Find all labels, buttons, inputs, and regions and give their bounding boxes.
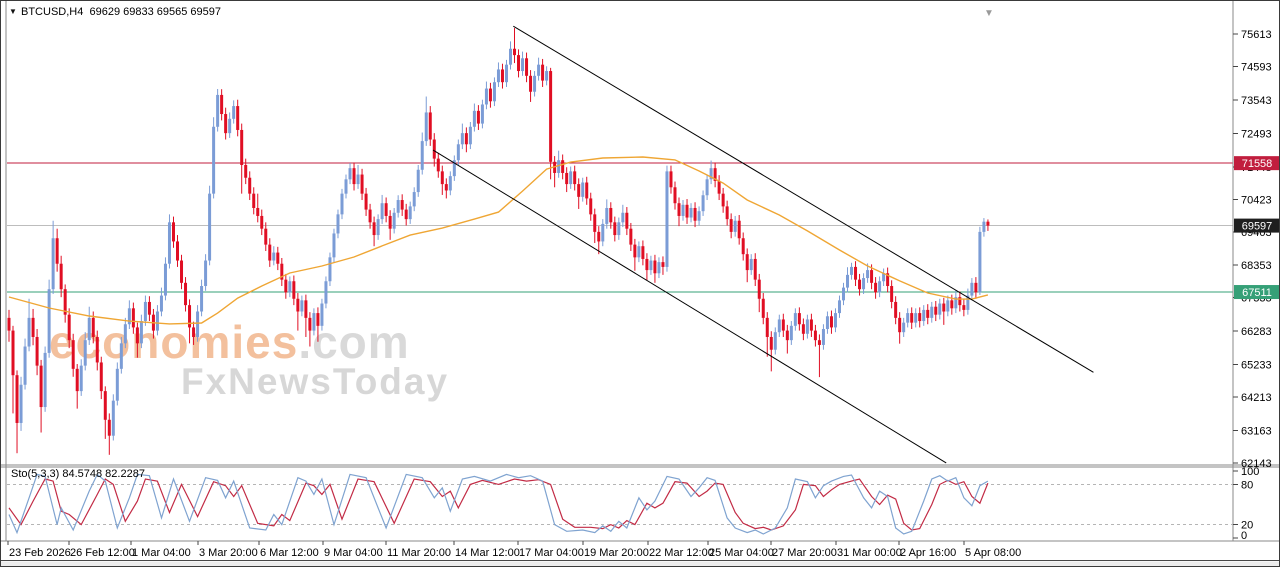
trendlines[interactable] [432, 25, 1094, 464]
watermark-subbrand: FxNewsToday [181, 361, 450, 402]
svg-text:27 Mar 20:00: 27 Mar 20:00 [772, 547, 837, 559]
chevron-down-icon[interactable]: ▼ [9, 7, 17, 16]
svg-text:22 Mar 12:00: 22 Mar 12:00 [649, 547, 714, 559]
watermark-domain: .com [298, 316, 410, 368]
stochastic-signal-line [8, 478, 989, 531]
svg-text:70423: 70423 [1241, 194, 1272, 206]
svg-text:63163: 63163 [1241, 426, 1272, 438]
svg-text:3 Mar 20:00: 3 Mar 20:00 [199, 547, 258, 559]
svg-text:62143: 62143 [1241, 458, 1272, 470]
price-badge-resistance [1234, 156, 1279, 171]
svg-text:9 Mar 04:00: 9 Mar 04:00 [324, 547, 383, 559]
svg-text:1 Mar 04:00: 1 Mar 04:00 [132, 547, 191, 559]
svg-text:6 Mar 12:00: 6 Mar 12:00 [260, 547, 319, 559]
svg-text:14 Mar 12:00: 14 Mar 12:00 [455, 547, 520, 559]
svg-text:67511: 67511 [1242, 287, 1272, 299]
svg-text:26 Feb 12:00: 26 Feb 12:00 [70, 547, 135, 559]
price-badges: 71558 69597 67511 [1234, 156, 1279, 300]
svg-text:2 Apr 16:00: 2 Apr 16:00 [900, 547, 956, 559]
price-badge-current [1234, 218, 1279, 233]
scroll-position-icon: ▼ [984, 8, 994, 19]
svg-text:72493: 72493 [1241, 128, 1272, 140]
svg-text:65233: 65233 [1241, 360, 1272, 372]
svg-text:69597: 69597 [1242, 221, 1273, 233]
candles-layer [7, 28, 990, 455]
svg-text:100: 100 [1241, 466, 1259, 478]
svg-text:20: 20 [1241, 520, 1253, 532]
chart-title: BTCUSD,H4 69629 69833 69565 69597 [21, 6, 221, 18]
svg-text:17 Mar 04:00: 17 Mar 04:00 [519, 547, 584, 559]
svg-text:75613: 75613 [1241, 29, 1272, 41]
ohlc-quotes-label: 69629 69833 69565 69597 [89, 6, 221, 18]
svg-text:71558: 71558 [1242, 158, 1273, 170]
svg-text:66283: 66283 [1241, 326, 1272, 338]
svg-text:74593: 74593 [1241, 61, 1272, 73]
svg-text:68353: 68353 [1241, 260, 1272, 272]
symbol-period-label: BTCUSD,H4 [21, 6, 84, 18]
svg-text:31 Mar 00:00: 31 Mar 00:00 [837, 547, 902, 559]
svg-text:5 Apr 08:00: 5 Apr 08:00 [965, 547, 1021, 559]
stochastic-indicator-label: Sto(5,3,3) 84.5748 82.2287 [11, 468, 145, 480]
svg-text:73543: 73543 [1241, 95, 1272, 107]
time-axis[interactable]: 23 Feb 2026 26 Feb 12:001 Mar 04:00 3 Mar … [7, 541, 1021, 559]
price-axis[interactable]: 7561374593735437249371443704236940368353… [1233, 29, 1272, 470]
svg-text:23 Feb 2026: 23 Feb 2026 [9, 547, 71, 559]
svg-text:0: 0 [1241, 530, 1247, 542]
stochastic-main-line [8, 473, 989, 535]
price-badge-support [1234, 285, 1279, 300]
moving-average-line [8, 156, 989, 325]
svg-text:25 Mar 04:00: 25 Mar 04:00 [709, 547, 774, 559]
svg-text:11 Mar 20:00: 11 Mar 20:00 [387, 547, 451, 559]
svg-text:19 Mar 20:00: 19 Mar 20:00 [584, 547, 649, 559]
svg-text:64213: 64213 [1241, 392, 1272, 404]
watermark: economies.com FxNewsToday [49, 316, 447, 400]
svg-text:80: 80 [1241, 479, 1253, 491]
